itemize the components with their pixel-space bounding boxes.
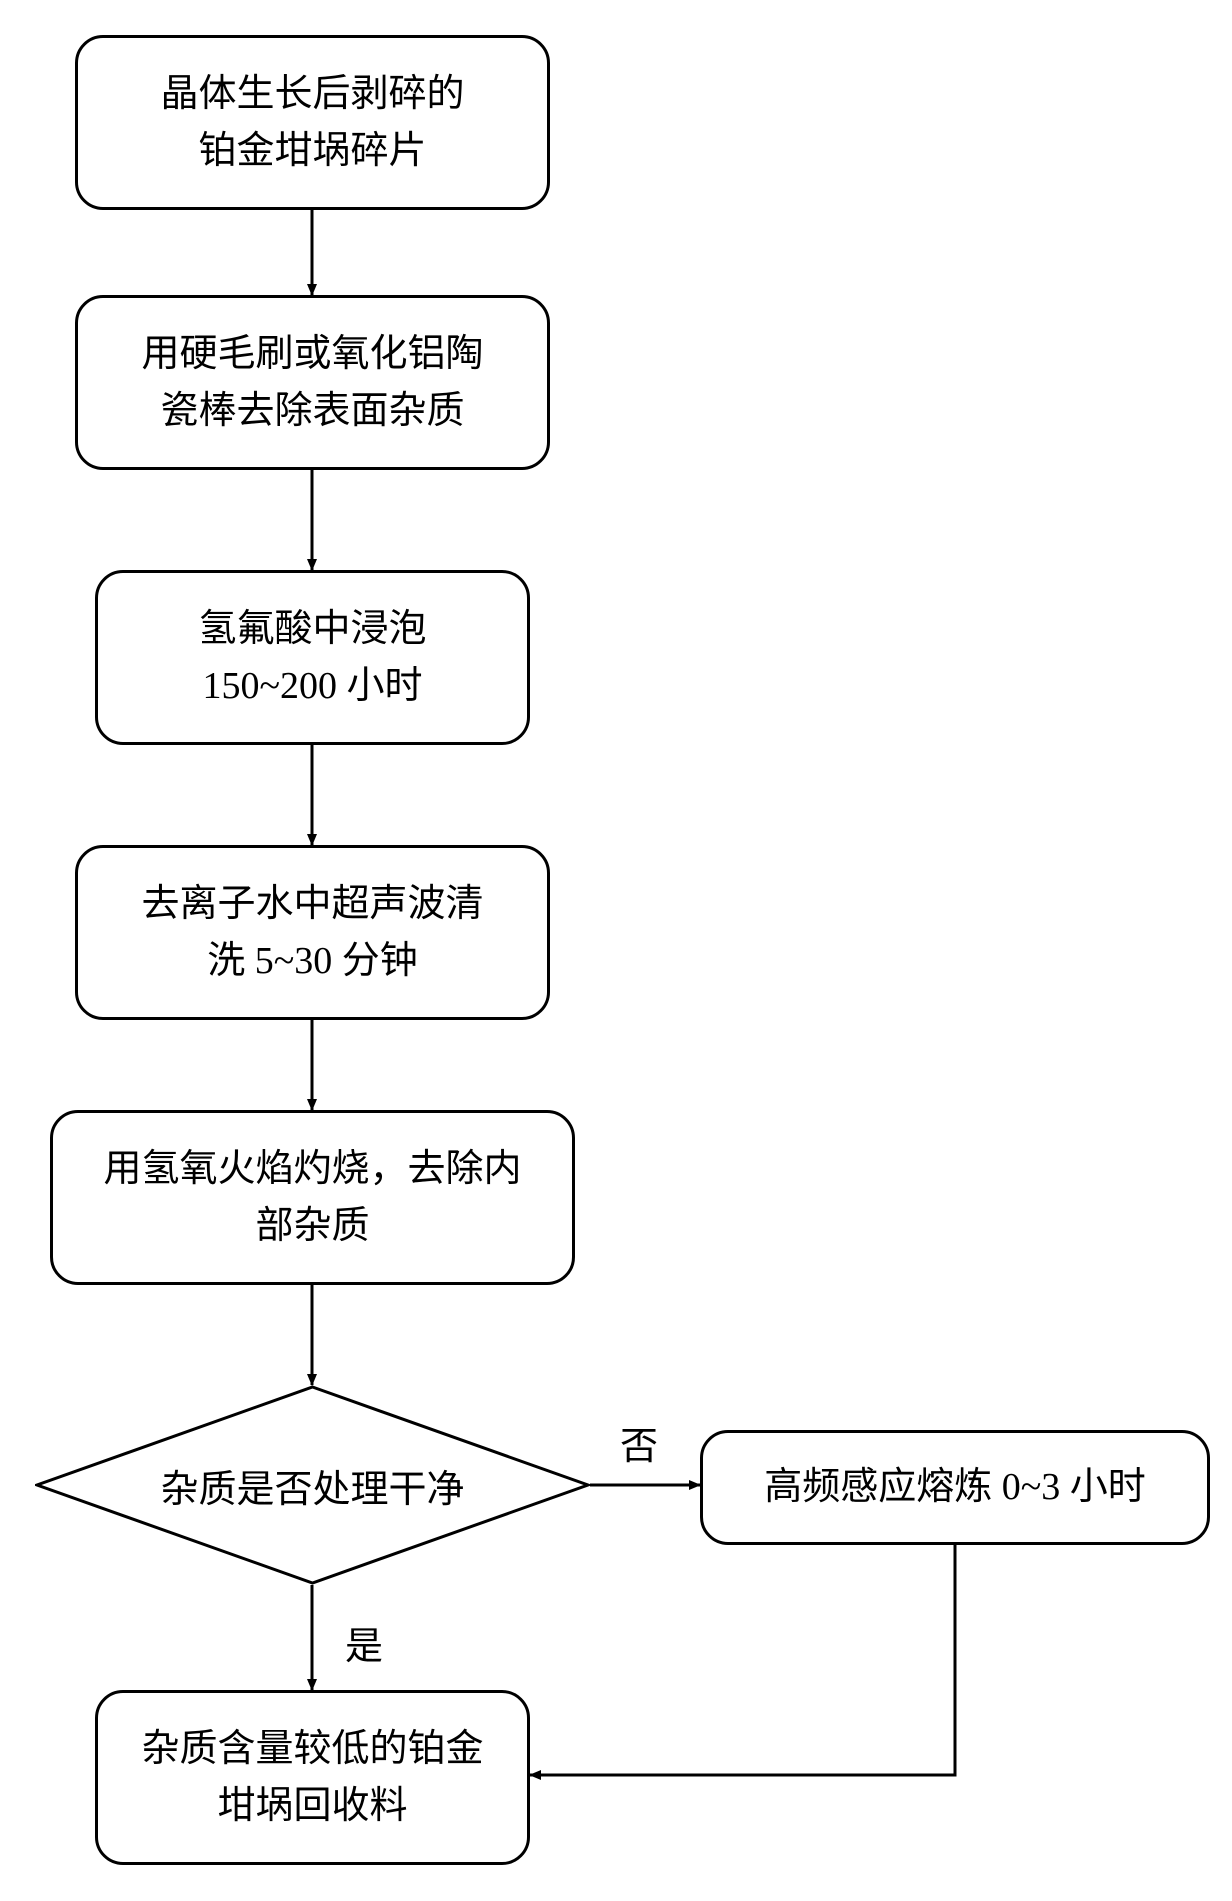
flow-node-hf-soak[interactable]: 氢氟酸中浸泡 150~200 小时 <box>95 570 530 745</box>
flow-node-brush[interactable]: 用硬毛刷或氧化铝陶 瓷棒去除表面杂质 <box>75 295 550 470</box>
edge-label-yes: 是 <box>345 1615 383 1670</box>
node-text: 高频感应熔炼 0~3 小时 <box>764 1459 1146 1516</box>
node-text: 杂质是否处理干净 <box>35 1385 590 1585</box>
flow-node-ultrasonic[interactable]: 去离子水中超声波清 洗 5~30 分钟 <box>75 845 550 1020</box>
flow-node-output[interactable]: 杂质含量较低的铂金 坩埚回收料 <box>95 1690 530 1865</box>
node-text: 用氢氧火焰灼烧，去除内 部杂质 <box>103 1141 521 1255</box>
node-text: 去离子水中超声波清 洗 5~30 分钟 <box>141 876 483 990</box>
node-text: 用硬毛刷或氧化铝陶 瓷棒去除表面杂质 <box>141 326 483 440</box>
node-text: 氢氟酸中浸泡 150~200 小时 <box>198 601 426 715</box>
edge-label-no: 否 <box>620 1415 658 1470</box>
node-text: 杂质含量较低的铂金 坩埚回收料 <box>141 1721 483 1835</box>
node-text: 晶体生长后剥碎的 铂金坩埚碎片 <box>160 66 464 180</box>
flow-node-decision[interactable]: 杂质是否处理干净 <box>35 1385 590 1585</box>
flow-node-induction-melt[interactable]: 高频感应熔炼 0~3 小时 <box>700 1430 1210 1545</box>
flow-node-flame[interactable]: 用氢氧火焰灼烧，去除内 部杂质 <box>50 1110 575 1285</box>
flow-node-start[interactable]: 晶体生长后剥碎的 铂金坩埚碎片 <box>75 35 550 210</box>
